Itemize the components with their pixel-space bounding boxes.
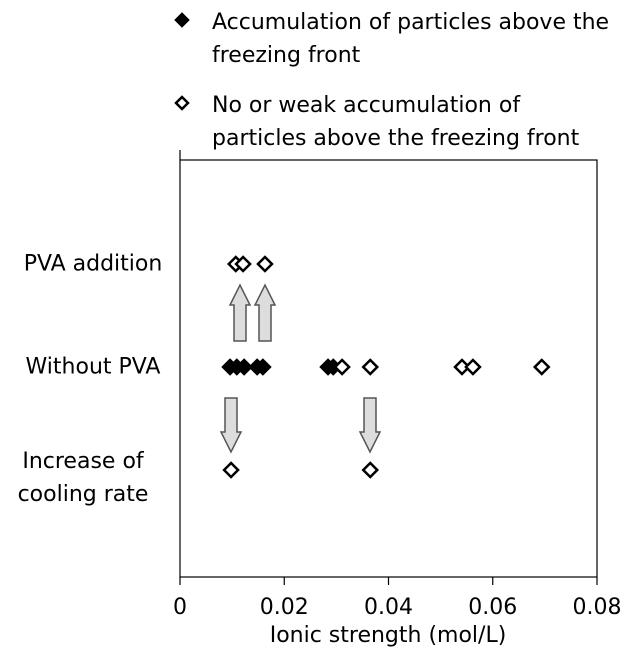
point [361, 461, 380, 479]
point [333, 358, 351, 376]
arrow-down [219, 397, 243, 454]
category-label: Increase of cooling rate [17, 449, 149, 507]
x-axis-title: Ionic strength (mol/L) [270, 623, 507, 648]
point [254, 358, 272, 376]
x-tick-label: 0.04 [364, 595, 413, 620]
x-tick-label: 0 [173, 595, 187, 620]
point [222, 461, 240, 479]
point [234, 255, 252, 273]
category-label: Without PVA [25, 354, 161, 380]
legend-marker [174, 95, 190, 111]
point [235, 358, 253, 376]
category-label: PVA addition [23, 251, 163, 277]
legend-label: No or weak accumulation of particles abo… [212, 93, 580, 151]
arrows [219, 283, 382, 454]
x-tick-label: 0.02 [260, 595, 309, 620]
point [361, 358, 380, 376]
point [532, 358, 551, 376]
x-tick-label: 0.08 [573, 595, 622, 620]
legend-label: Accumulation of particles above the free… [212, 10, 610, 68]
legend-marker [174, 12, 190, 28]
arrow-down [358, 397, 382, 454]
point [256, 255, 274, 273]
point [464, 358, 482, 376]
arrow-up [228, 283, 252, 342]
arrow-up [253, 283, 277, 342]
x-tick-label: 0.06 [468, 595, 517, 620]
